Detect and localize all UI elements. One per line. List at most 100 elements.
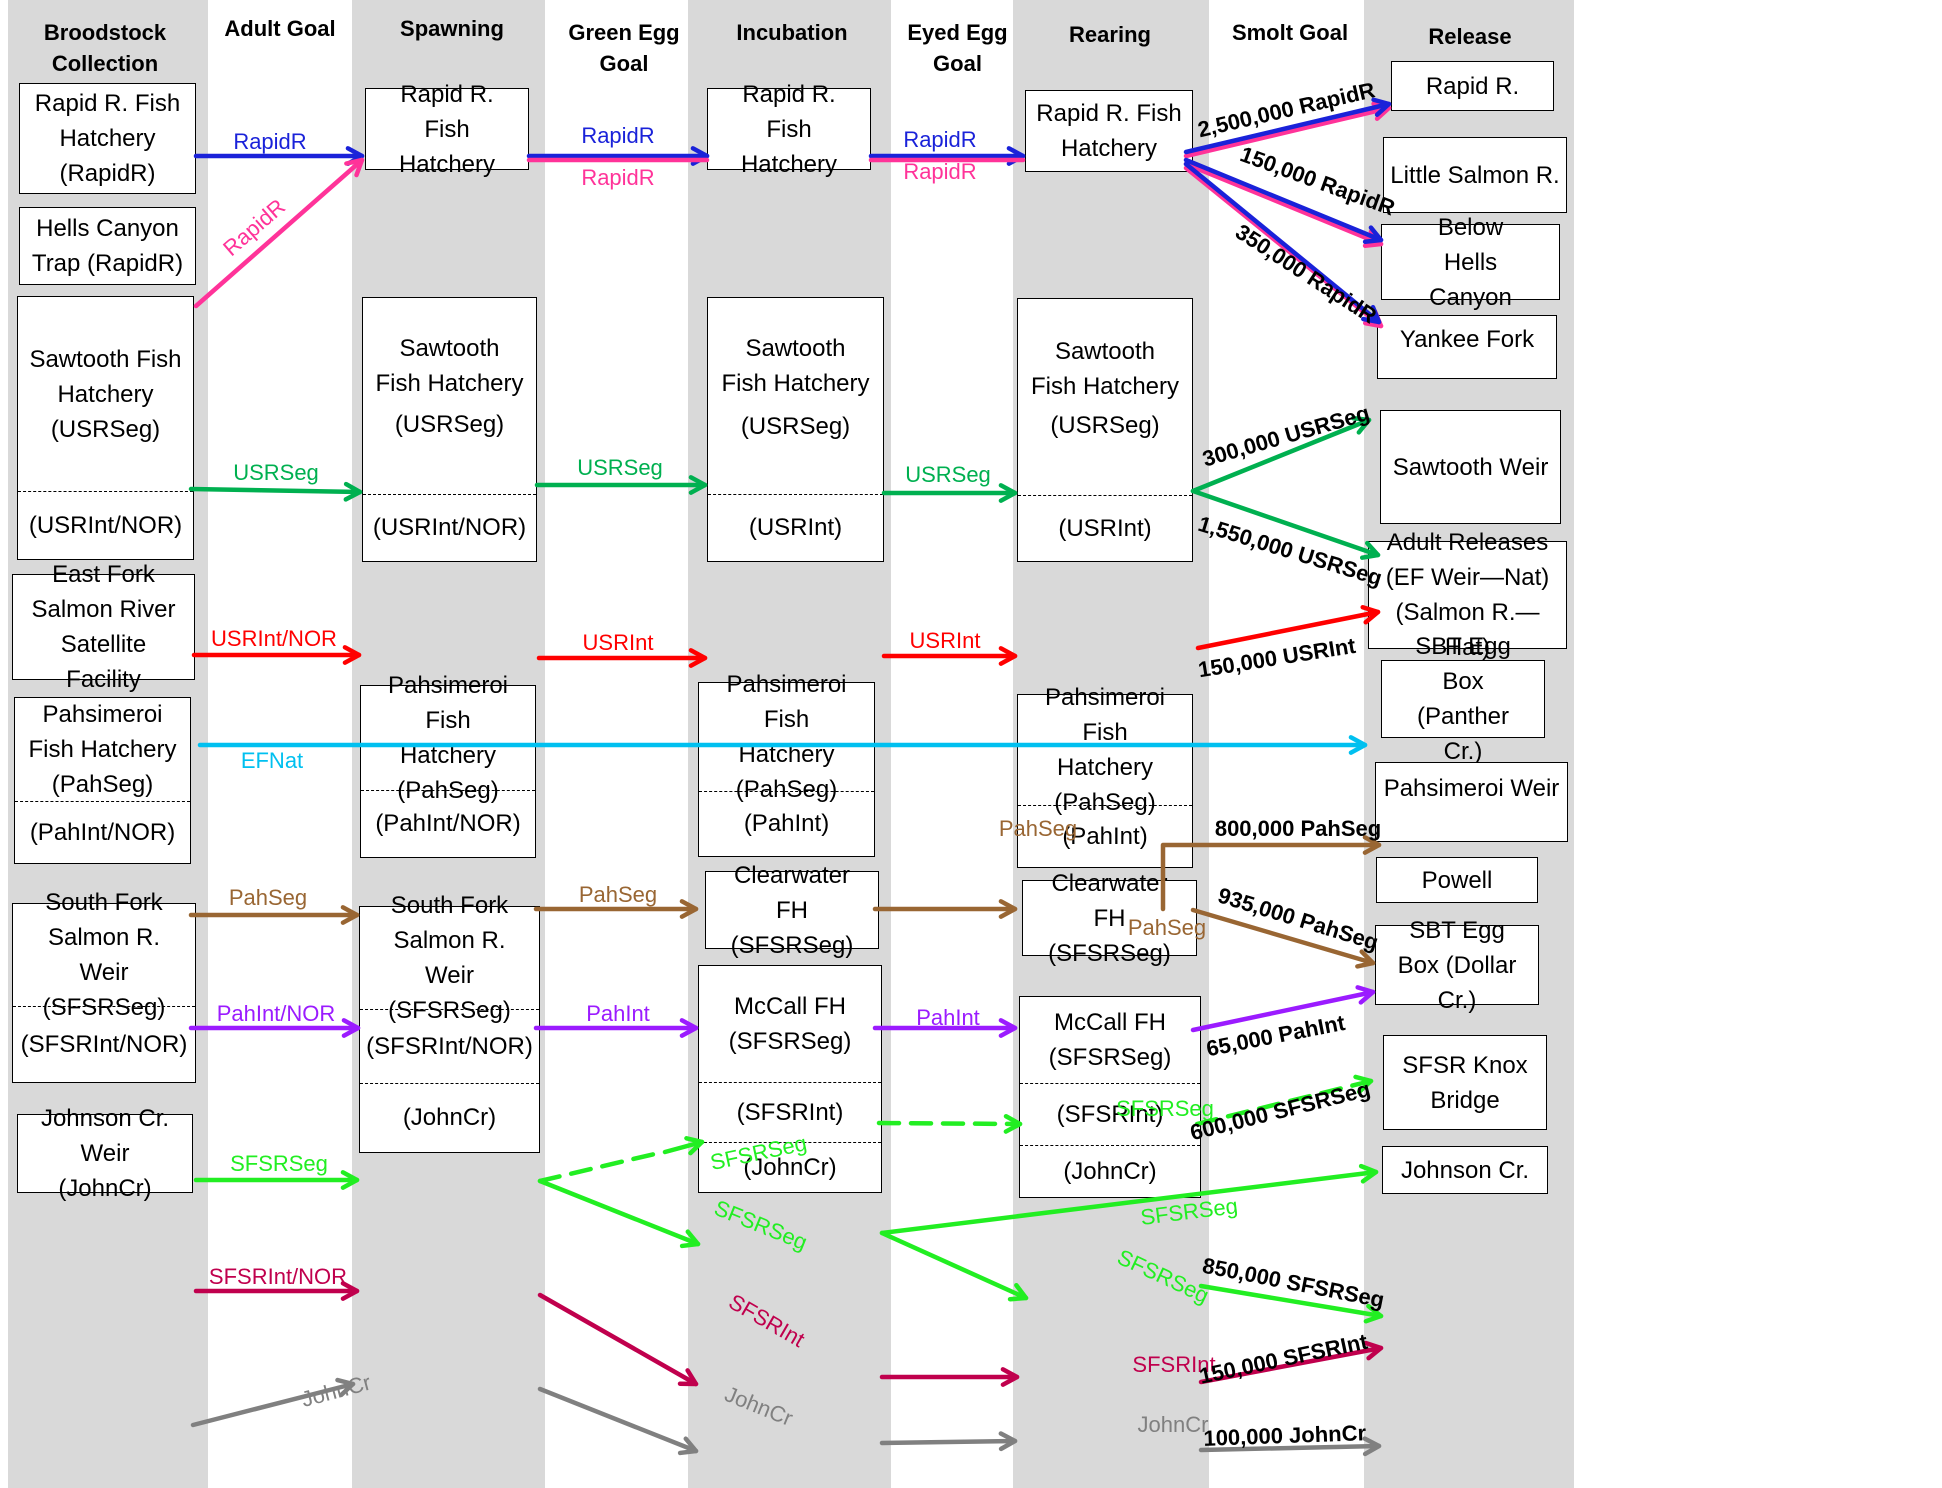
label-smolt-goal: 150,000 USRInt: [1196, 633, 1358, 683]
arrow-pahseg-brood-spawn: [188, 905, 360, 925]
label-pahseg: PahSeg: [229, 885, 307, 910]
box-divider: [1020, 1083, 1200, 1084]
label-sfsrseg: SFSRSeg: [1114, 1244, 1213, 1308]
label-usrint: USRInt: [910, 628, 981, 653]
label-pahseg: PahSeg: [999, 816, 1077, 841]
label-smolt-goal: 300,000 USRSeg: [1200, 400, 1373, 472]
release-sawtooth-weir: Sawtooth Weir: [1380, 410, 1561, 524]
arrow-pahseg-incub-panther: [1160, 835, 1382, 912]
arrow-sfsrseg-spawn-mccall: [537, 1178, 701, 1249]
arrow-sfsrint-rear-knox: [1198, 1340, 1384, 1385]
header-smolt-goal: Smolt Goal: [1231, 20, 1349, 45]
box-label: (SFSRInt): [1056, 1100, 1164, 1128]
label-smolt-goal: 600,000 SFSRSeg: [1188, 1076, 1373, 1145]
arrow-sfsrseg-clearwater-rear: [876, 1113, 1023, 1134]
box-label: (USRSeg): [394, 410, 505, 438]
arrow-rapidr-rear-rapid: [1183, 97, 1392, 155]
label-rapidr: RapidR: [903, 127, 976, 152]
label-usrseg: USRSeg: [233, 460, 319, 485]
box-label: (USRSeg): [1050, 411, 1160, 439]
box-divider: [699, 791, 874, 792]
label-efnat: EFNat: [241, 748, 303, 773]
arrow-pahseg-rear-weir: [1190, 907, 1376, 969]
arrow-rapidr-hells-spawn: [193, 157, 365, 309]
arrow-usrseg-incub-rear: [881, 483, 1018, 503]
label-rapidr: RapidR: [218, 194, 290, 261]
box-label: (USRInt/NOR): [28, 511, 183, 539]
release-sfsr-knox-bridge: SFSR Knox Bridge: [1383, 1035, 1547, 1130]
arrow-usrseg-rear-yankee: [1190, 415, 1372, 494]
label-smolt-goal: 100,000 JohnCr: [1203, 1420, 1367, 1451]
arrow-usrint-incub-rear: [881, 646, 1018, 666]
box-divider: [18, 491, 193, 492]
box-label: Sawtooth Fish Hatchery: [375, 335, 524, 397]
header-eyed-egg: Eyed Egg Goal: [907, 20, 1008, 76]
box-label: (PahInt): [1062, 822, 1148, 850]
arrow-sfsrseg-mccall-rear: [879, 1230, 1029, 1302]
arrow-pahint-brood-spawn: [188, 1018, 361, 1038]
arrow-usrseg-rear-sawtooth: [1190, 488, 1381, 560]
box-label: Pahsimeroi Weir: [1383, 774, 1560, 802]
incubation-clearwater: Clearwater FH (SFSRSeg): [705, 862, 879, 959]
box-label: (SFSRInt/NOR): [20, 1030, 188, 1058]
broodstock-hells-canyon: Hells Canyon Trap (RapidR): [19, 207, 196, 285]
label-johncr: JohnCr: [299, 1370, 374, 1413]
rearing-sawtooth: Sawtooth Fish Hatchery (USRSeg) (USRInt): [1017, 298, 1193, 562]
box-divider: [361, 790, 535, 791]
label-smolt-goal: 150,000 SFSRInt: [1197, 1329, 1370, 1389]
box-label: (USRInt/NOR): [372, 514, 527, 541]
box-label: SFSR Knox Bridge: [1402, 1051, 1528, 1114]
label-sfsrint: SFSRInt: [724, 1289, 809, 1352]
box-label: Johnson Cr.: [1400, 1156, 1530, 1184]
header-release: Release: [1428, 24, 1512, 49]
rearing-rapid-river: Rapid R. Fish Hatchery: [1025, 90, 1193, 172]
arrow-sfsrseg-rear-powell: [1194, 1074, 1374, 1127]
box-label: (USRInt): [748, 514, 843, 541]
arrow-johncr-brood-spawn: [190, 1377, 356, 1428]
broodstock-south-fork: South Fork Salmon R. Weir (SFSRSeg) (SFS…: [12, 889, 196, 1083]
arrow-usrseg-brood-spawn: [188, 481, 363, 502]
arrow-usrseg-spawn-incub: [534, 475, 708, 495]
release-pahsimeroi-weir: Pahsimeroi Weir: [1375, 762, 1568, 842]
arrow-johncr-incub-rear: [879, 1431, 1018, 1452]
arrow-rapidr-rear-hells: [1183, 161, 1382, 325]
box-label: Rapid R. Fish Hatchery (RapidR): [34, 90, 181, 187]
label-smolt-goal: 800,000 PahSeg: [1215, 816, 1381, 841]
release-powell: Powell: [1376, 857, 1538, 903]
box-divider: [360, 1009, 539, 1010]
arrow-sfsrseg-mccall-dollar: [879, 1163, 1379, 1236]
label-rapidr: RapidR: [581, 123, 654, 148]
box-divider: [699, 1142, 881, 1143]
box-label: Little Salmon R.: [1390, 161, 1560, 189]
spawning-rapid-river: Rapid R. Fish Hatchery: [365, 81, 529, 178]
label-johncr: JohnCr: [1138, 1412, 1209, 1437]
incubation-sawtooth: Sawtooth Fish Hatchery (USRSeg) (USRInt): [707, 297, 884, 562]
release-yankee-fork: Yankee Fork: [1377, 315, 1557, 379]
arrow-sfsrseg-rear-knox: [1198, 1283, 1384, 1324]
box-label: (PahInt): [743, 810, 830, 837]
label-sfsrint-nor: SFSRInt/NOR: [209, 1264, 347, 1289]
box-label: Rapid R. Fish Hatchery: [1036, 100, 1182, 162]
header-adult-goal: Adult Goal: [224, 16, 336, 41]
arrow-usrint-spawn-incub: [536, 648, 708, 668]
spawning-pahsimeroi: Pahsimeroi Fish Hatchery (PahSeg) (PahIn…: [360, 672, 536, 858]
label-pahint: PahInt: [586, 1001, 650, 1026]
header-rearing: Rearing: [1069, 22, 1151, 47]
label-usrseg: USRSeg: [577, 455, 663, 480]
arrow-efnat-adult-release: [197, 735, 1368, 755]
box-label: (JohnCr): [402, 1104, 497, 1131]
arrow-johncr-rear-johnson: [1198, 1436, 1382, 1457]
box-divider: [360, 1083, 539, 1084]
label-usrint: USRInt: [583, 630, 654, 655]
box-label: Sawtooth Weir: [1392, 453, 1549, 481]
box-label: (SFSRInt/NOR): [366, 1032, 533, 1060]
box-label: Pahsimeroi Fish Hatchery (PahSeg): [28, 701, 177, 798]
box-label: (PahInt/NOR): [29, 818, 176, 846]
header-spawning: Spawning: [400, 16, 504, 41]
release-adult-releases: Adult Releases (EF Weir—Nat) (Salmon R.—…: [1368, 529, 1567, 661]
broodstock-pahsimeroi: Pahsimeroi Fish Hatchery (PahSeg) (PahIn…: [14, 697, 191, 864]
label-rapidr: RapidR: [581, 165, 654, 190]
arrow-pahint-rear-weir: [1190, 985, 1376, 1033]
arrow-pahint-incub-rear: [872, 1018, 1018, 1038]
